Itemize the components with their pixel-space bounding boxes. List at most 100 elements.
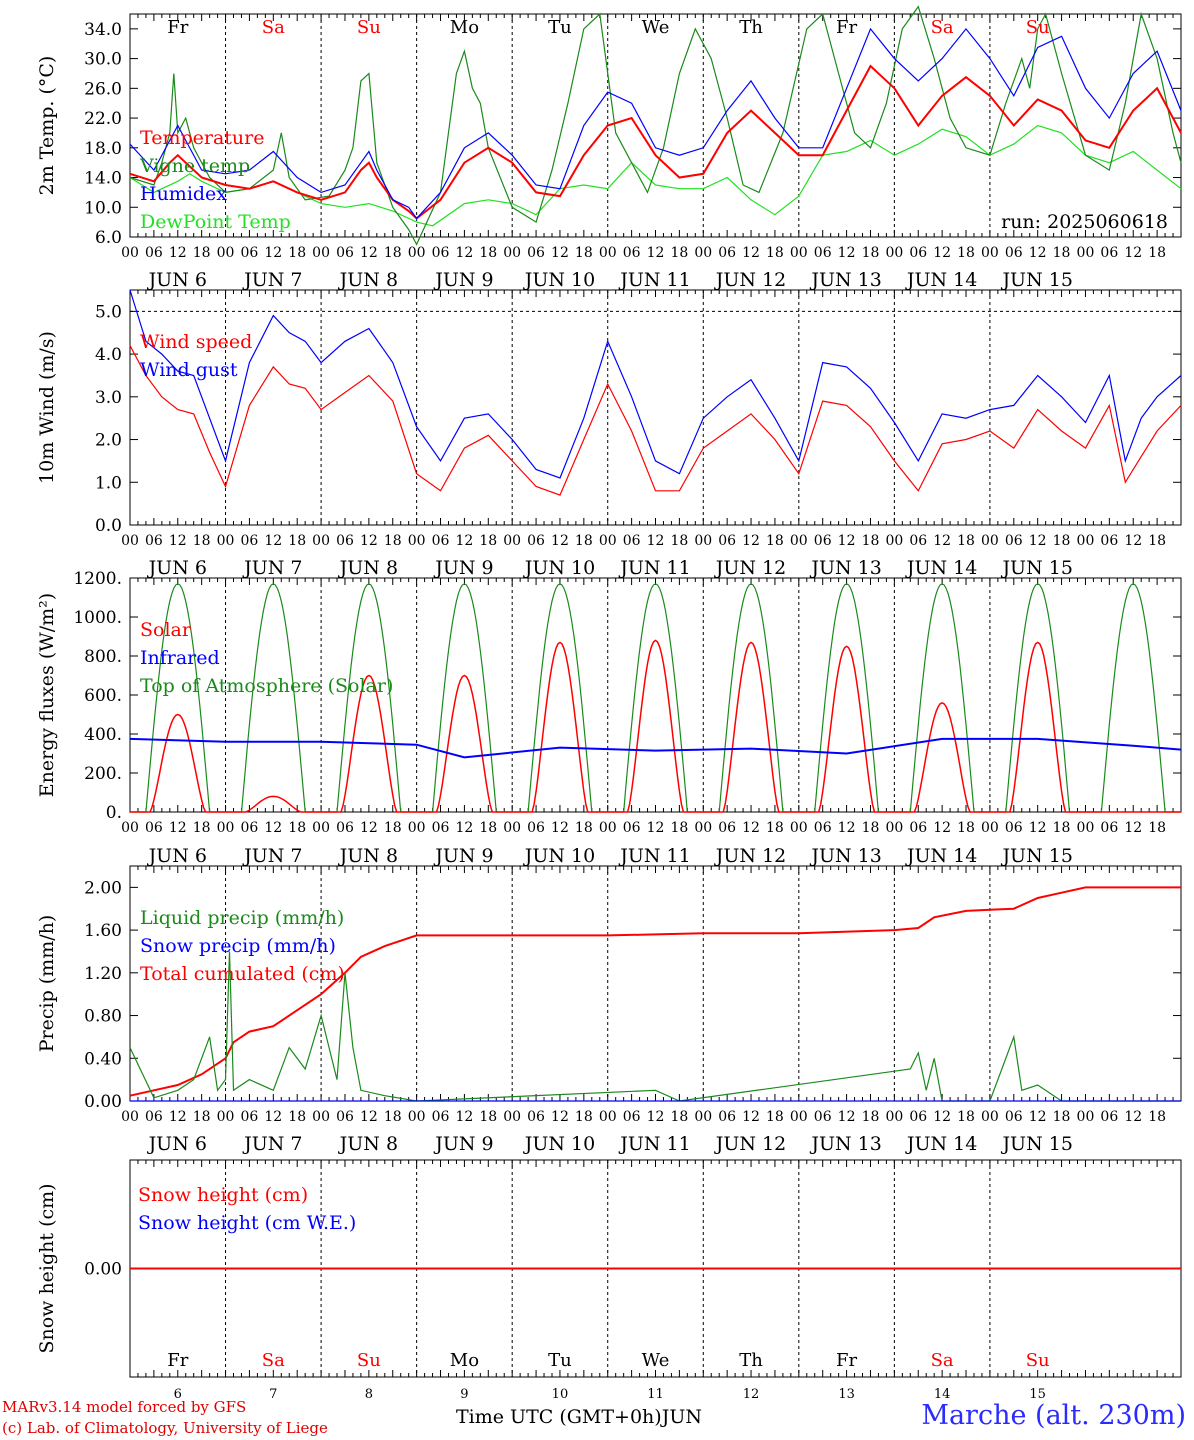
hour-tick-label: 12	[933, 245, 951, 261]
day-number-label: 7	[269, 1387, 277, 1400]
y-axis-label: Snow height (cm)	[36, 1183, 58, 1353]
hour-tick-label: 18	[1148, 245, 1166, 261]
y-tick-label: 1.20	[84, 964, 122, 984]
y-tick-label: 1.0	[95, 473, 122, 493]
hour-tick-label: 06	[336, 533, 354, 549]
date-label: JUN 6	[147, 557, 207, 579]
hour-tick-label: 12	[742, 245, 760, 261]
hour-tick-label: 00	[885, 820, 903, 836]
date-label: JUN 14	[905, 269, 977, 291]
hour-tick-label: 12	[1124, 533, 1142, 549]
date-label: JUN 7	[242, 1133, 302, 1155]
day-of-week-label: Su	[1026, 17, 1050, 38]
hour-tick-label: 00	[981, 245, 999, 261]
hour-tick-label: 00	[885, 245, 903, 261]
hour-tick-label: 00	[981, 820, 999, 836]
day-of-week-label: Sa	[262, 17, 285, 38]
hour-tick-label: 12	[742, 533, 760, 549]
hour-tick-label: 00	[121, 245, 139, 261]
hour-tick-label: 18	[1148, 820, 1166, 836]
legend-entry: Snow height (cm)	[138, 1184, 308, 1206]
legend-entry: Snow precip (mm/h)	[140, 935, 336, 957]
date-label: JUN 8	[338, 269, 398, 291]
hour-tick-label: 12	[551, 245, 569, 261]
hour-tick-label: 06	[814, 533, 832, 549]
date-label: JUN 7	[242, 269, 302, 291]
hour-tick-label: 00	[694, 1109, 712, 1125]
hour-tick-label: 18	[862, 1109, 880, 1125]
hour-tick-label: 06	[145, 820, 163, 836]
hour-tick-label: 06	[909, 1109, 927, 1125]
hour-tick-label: 18	[1053, 820, 1071, 836]
legend-entry: Top of Atmosphere (Solar)	[140, 675, 393, 697]
hour-tick-label: 12	[742, 1109, 760, 1125]
day-of-week-label: Fr	[836, 17, 857, 38]
legend-entry: Solar	[140, 619, 192, 641]
y-tick-label: 6.0	[95, 228, 122, 248]
hour-tick-label: 12	[551, 533, 569, 549]
hour-tick-label: 18	[766, 245, 784, 261]
day-number-label: 13	[838, 1387, 855, 1400]
date-label: JUN 11	[618, 1133, 690, 1155]
hour-tick-label: 12	[264, 245, 282, 261]
day-of-week-label: Su	[357, 1350, 381, 1371]
hour-tick-label: 12	[360, 820, 378, 836]
x-axis-label: Time UTC (GMT+0h)JUN	[456, 1406, 702, 1428]
day-number-label: 6	[174, 1387, 182, 1400]
date-label: JUN 11	[618, 557, 690, 579]
hour-tick-label: 00	[503, 820, 521, 836]
panel-1	[129, 5, 1182, 246]
date-label: JUN 8	[338, 1133, 398, 1155]
hour-tick-label: 18	[862, 820, 880, 836]
panel-frame	[129, 13, 1182, 238]
date-label: JUN 6	[147, 269, 207, 291]
hour-tick-label: 00	[694, 245, 712, 261]
y-tick-label: 0.40	[84, 1049, 122, 1069]
hour-tick-label: 12	[169, 820, 187, 836]
y-tick-label: 2.0	[95, 431, 122, 451]
model-credit: MARv3.14 model forced by GFS	[2, 1398, 247, 1416]
hour-tick-label: 12	[455, 533, 473, 549]
day-of-week-label: Tu	[548, 17, 572, 38]
date-label: JUN 6	[147, 1133, 207, 1155]
hour-tick-label: 06	[336, 245, 354, 261]
y-tick-label: 34.0	[84, 20, 122, 40]
hour-tick-label: 12	[551, 1109, 569, 1125]
hour-tick-label: 12	[360, 245, 378, 261]
date-label: JUN 15	[1000, 269, 1072, 291]
day-number-label: 8	[365, 1387, 373, 1400]
hour-tick-label: 12	[169, 533, 187, 549]
date-label: JUN 11	[618, 269, 690, 291]
hour-tick-label: 06	[145, 245, 163, 261]
hour-tick-label: 12	[647, 245, 665, 261]
legend-entry: Humidex	[140, 183, 227, 205]
hour-tick-label: 00	[599, 1109, 617, 1125]
hour-tick-label: 00	[790, 533, 808, 549]
hour-tick-label: 06	[336, 820, 354, 836]
legend-entry: Liquid precip (mm/h)	[140, 907, 344, 929]
panel-3	[129, 577, 1182, 813]
day-of-week-label: Th	[739, 17, 763, 38]
legend-entry: DewPoint Temp	[140, 211, 291, 233]
hour-tick-label: 12	[169, 1109, 187, 1125]
meteogram: 6.0 10.0 14.0 18.0 22.0 26.0 30.0 34.0 2m Temp. …	[36, 5, 1182, 1400]
y-tick-label: 0.00	[84, 1260, 122, 1280]
hour-tick-label: 12	[742, 820, 760, 836]
hour-tick-label: 06	[1005, 1109, 1023, 1125]
series-humidex	[129, 27, 1182, 220]
series-solar	[130, 639, 1181, 813]
hour-tick-label: 00	[217, 820, 235, 836]
hour-tick-label: 00	[694, 533, 712, 549]
legend-entry: Temperature	[140, 127, 264, 149]
hour-tick-label: 06	[432, 533, 450, 549]
date-label: JUN 9	[433, 557, 493, 579]
hour-tick-label: 00	[599, 533, 617, 549]
hour-tick-label: 12	[838, 820, 856, 836]
x-axis-time: Time UTC (GMT+0h)	[456, 1406, 662, 1428]
hour-tick-label: 06	[909, 820, 927, 836]
hour-tick-label: 18	[1053, 1109, 1071, 1125]
day-of-week-label: Fr	[167, 17, 188, 38]
hour-tick-label: 18	[766, 533, 784, 549]
series-temperature	[129, 64, 1182, 220]
hour-tick-label: 18	[957, 245, 975, 261]
